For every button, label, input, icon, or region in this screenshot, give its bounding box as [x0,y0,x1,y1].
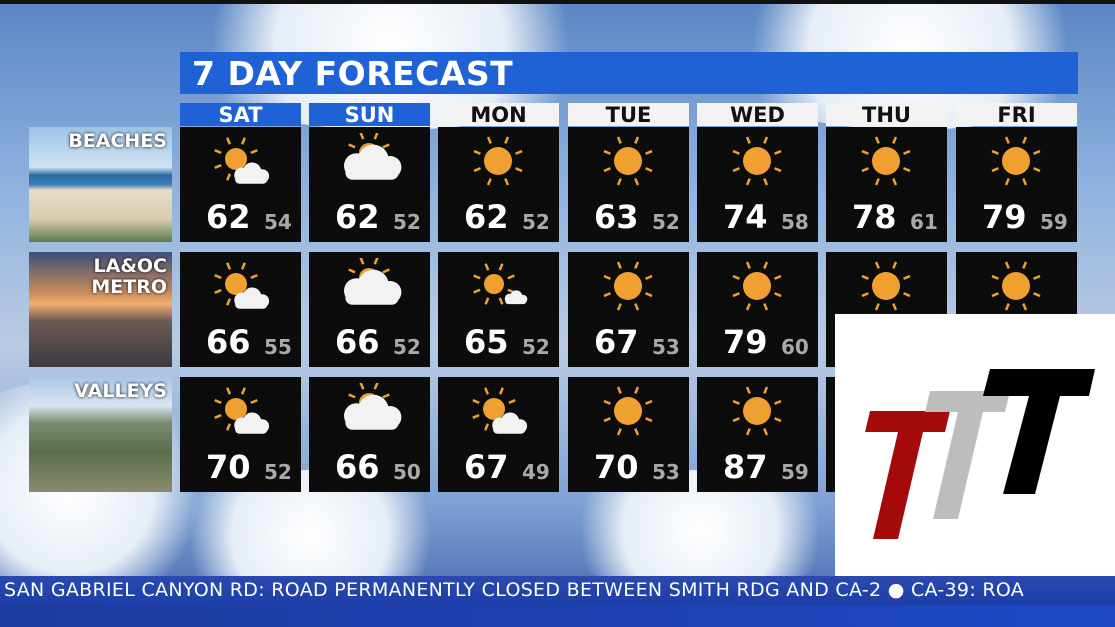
sunny-icon [603,386,653,436]
low-temp: 52 [264,460,292,484]
high-temp: 70 [594,448,639,486]
sunny-icon [603,136,653,186]
page-title: 7 DAY FORECAST [180,52,1078,94]
region-image: VALLEYS [29,377,172,492]
high-temp: 62 [335,198,380,236]
sunny-icon [861,136,911,186]
high-temp: 79 [982,198,1027,236]
high-temp: 66 [335,448,380,486]
forecast-cell: 79 59 [956,127,1077,242]
mostly-cloudy-icon [344,383,402,430]
partly-sunny-icon [214,387,270,434]
low-temp: 58 [781,210,809,234]
low-temp: 54 [264,210,292,234]
day-header-fri: FRI [956,103,1077,127]
mostly-cloudy-icon [344,133,402,180]
ticker-band [0,605,1115,627]
day-header-sun: SUN [309,103,430,127]
forecast-cell: 70 53 [568,377,689,492]
low-temp: 49 [522,460,550,484]
low-temp: 53 [652,335,680,359]
forecast-cell: 66 55 [180,252,301,367]
forecast-cell: 70 52 [180,377,301,492]
high-temp: 66 [335,323,380,361]
low-temp: 59 [781,460,809,484]
high-temp: 65 [464,323,509,361]
sunny-icon [861,261,911,311]
region-label: LA&OC METRO [91,255,167,298]
forecast-cell: 66 52 [309,252,430,367]
high-temp: 63 [594,198,639,236]
sunny-icon [473,136,523,186]
high-temp: 62 [206,198,251,236]
sunny-icon [603,261,653,311]
partly-sunny-icon [214,262,270,309]
top-border [0,0,1115,4]
low-temp: 52 [522,335,550,359]
region-label: VALLEYS [74,380,167,402]
high-temp: 62 [464,198,509,236]
region-image: BEACHES [29,127,172,242]
forecast-cell: 79 60 [697,252,818,367]
partly-sunny-icon [214,137,270,184]
forecast-cell: 63 52 [568,127,689,242]
high-temp: 79 [723,323,768,361]
low-temp: 53 [652,460,680,484]
region-label: BEACHES [68,130,167,152]
partly-sunny-small-icon [473,263,528,305]
ttt-logo-icon [865,369,1095,539]
low-temp: 50 [393,460,421,484]
sunny-icon [732,386,782,436]
forecast-cell: 62 54 [180,127,301,242]
low-temp: 55 [264,335,292,359]
sunny-icon [732,261,782,311]
forecast-cell: 87 59 [697,377,818,492]
sunny-icon [732,136,782,186]
news-ticker: SAN GABRIEL CANYON RD: ROAD PERMANENTLY … [0,576,1115,605]
high-temp: 78 [852,198,897,236]
day-header-wed: WED [697,103,818,127]
day-header-thu: THU [826,103,947,127]
forecast-cell: 62 52 [309,127,430,242]
forecast-cell: 74 58 [697,127,818,242]
low-temp: 52 [522,210,550,234]
forecast-cell: 67 53 [568,252,689,367]
forecast-cell: 78 61 [826,127,947,242]
mostly-cloudy-icon [344,258,402,305]
day-header-tue: TUE [568,103,689,127]
low-temp: 52 [393,210,421,234]
forecast-cell: 66 50 [309,377,430,492]
logo-overlay [835,314,1115,593]
day-header-mon: MON [438,103,559,127]
high-temp: 67 [594,323,639,361]
high-temp: 67 [464,448,509,486]
low-temp: 60 [781,335,809,359]
high-temp: 66 [206,323,251,361]
day-header-sat: SAT [180,103,301,127]
sunny-icon [991,261,1041,311]
low-temp: 52 [393,335,421,359]
low-temp: 52 [652,210,680,234]
partly-sunny-icon [472,387,528,434]
forecast-cell: 62 52 [438,127,559,242]
high-temp: 87 [723,448,768,486]
region-image: LA&OC METRO [29,252,172,367]
forecast-cell: 65 52 [438,252,559,367]
sunny-icon [991,136,1041,186]
high-temp: 70 [206,448,251,486]
high-temp: 74 [723,198,768,236]
low-temp: 61 [910,210,938,234]
low-temp: 59 [1040,210,1068,234]
forecast-cell: 67 49 [438,377,559,492]
